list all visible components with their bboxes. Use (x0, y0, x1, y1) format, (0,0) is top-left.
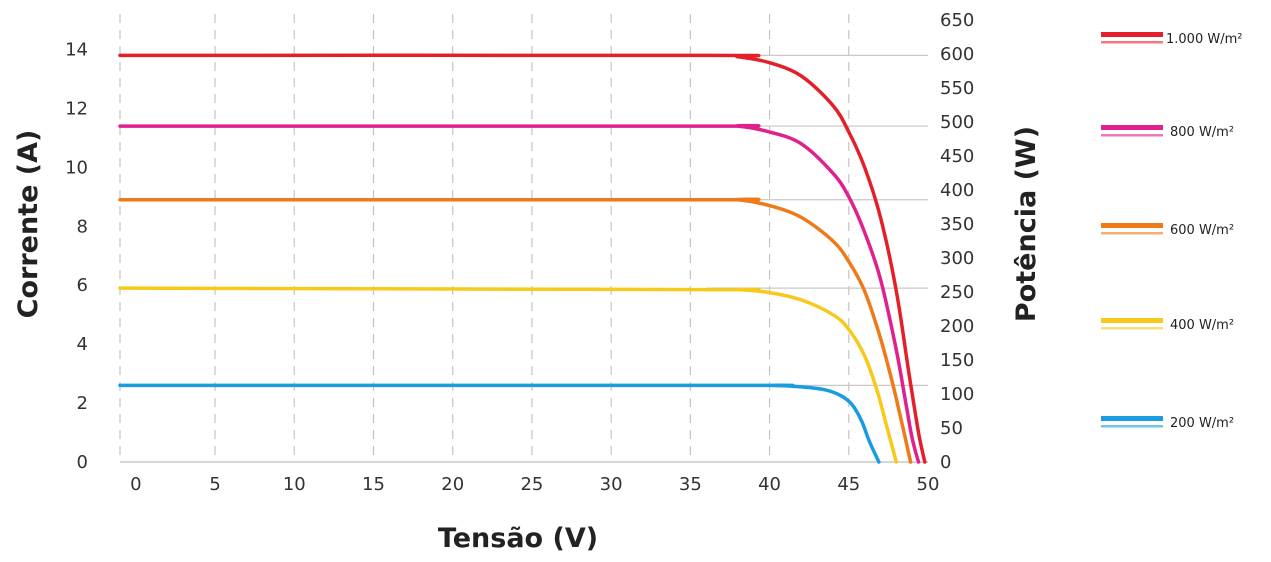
y-tick-label-3: 6 (77, 275, 88, 296)
y-tick-label-7: 14 (65, 39, 88, 60)
y2-tick-label-11: 550 (940, 78, 974, 99)
x-tick-labels: 0 5 10 15 20 25 30 35 40 45 50 (130, 474, 939, 495)
x-tick-label-1: 5 (209, 474, 220, 495)
x-tick-label-2: 10 (283, 474, 306, 495)
legend-label-3: 400 W/m² (1170, 318, 1234, 333)
y-tick-label-1: 2 (77, 393, 88, 414)
legend: 1.000 W/m² 800 W/m² 600 W/m² 400 W/m² 200 W/… (1101, 32, 1242, 431)
x-tick-label-4: 20 (441, 474, 464, 495)
y2-tick-label-1: 50 (940, 418, 963, 439)
y-tick-label-5: 10 (65, 157, 88, 178)
vertical-grid (119, 14, 850, 462)
y2-tick-labels: 0 50 100 150 200 250 300 350 400 450 500 550 600 650 (940, 10, 974, 473)
x-axis-label: Tensão (V) (438, 523, 598, 554)
y2-tick-label-9: 450 (940, 146, 974, 167)
x-tick-label-6: 30 (600, 474, 623, 495)
y2-tick-label-8: 400 (940, 180, 974, 201)
y-tick-label-6: 12 (65, 98, 88, 119)
legend-label-4: 200 W/m² (1170, 416, 1234, 431)
y-tick-label-0: 0 (77, 452, 88, 473)
y2-tick-label-4: 200 (940, 316, 974, 337)
y2-tick-label-7: 350 (940, 214, 974, 235)
x-tick-label-9: 45 (837, 474, 860, 495)
series-line-3 (118, 286, 899, 464)
y2-tick-label-2: 100 (940, 384, 974, 405)
legend-swatch-shadow-1 (1101, 134, 1163, 137)
y-tick-label-4: 8 (77, 216, 88, 237)
y2-tick-label-0: 0 (940, 452, 951, 473)
y-axis-label: Corrente (A) (13, 130, 44, 319)
legend-label-1: 800 W/m² (1170, 125, 1234, 140)
y-tick-label-2: 4 (77, 334, 88, 355)
legend-swatch-4 (1101, 416, 1163, 421)
series-lines (118, 53, 927, 464)
legend-swatch-1 (1101, 125, 1163, 130)
series-line-4 (118, 383, 881, 464)
legend-swatch-shadow-2 (1101, 232, 1163, 235)
legend-swatch-2 (1101, 223, 1163, 228)
y2-tick-label-5: 250 (940, 282, 974, 303)
legend-label-0: 1.000 W/m² (1166, 32, 1242, 47)
x-tick-label-0: 0 (130, 474, 141, 495)
series-line-0 (118, 53, 927, 464)
y2-tick-label-13: 650 (940, 10, 974, 31)
y2-tick-label-12: 600 (940, 44, 974, 65)
x-tick-label-5: 25 (520, 474, 543, 495)
legend-swatch-shadow-4 (1101, 425, 1163, 428)
x-tick-label-8: 40 (758, 474, 781, 495)
series-line-1 (118, 123, 921, 464)
y2-axis-label: Potência (W) (1011, 126, 1042, 322)
x-tick-label-7: 35 (679, 474, 702, 495)
y2-tick-label-3: 150 (940, 350, 974, 371)
series-line-2 (118, 197, 913, 464)
y2-tick-label-10: 500 (940, 112, 974, 133)
legend-label-2: 600 W/m² (1170, 223, 1234, 238)
legend-swatch-3 (1101, 318, 1163, 323)
legend-swatch-shadow-0 (1101, 41, 1163, 44)
legend-swatch-0 (1101, 32, 1163, 37)
legend-swatch-shadow-3 (1101, 327, 1163, 330)
y2-tick-label-6: 300 (940, 248, 974, 269)
x-tick-label-10: 50 (917, 474, 940, 495)
y-tick-labels: 0 2 4 6 8 10 12 14 (65, 39, 88, 473)
x-tick-label-3: 15 (362, 474, 385, 495)
